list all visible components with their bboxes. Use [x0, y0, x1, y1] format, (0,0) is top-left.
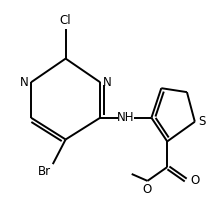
Text: O: O — [190, 174, 199, 187]
Text: S: S — [198, 115, 205, 128]
Text: N: N — [103, 76, 112, 89]
Text: Cl: Cl — [60, 14, 71, 27]
Text: Br: Br — [38, 165, 51, 178]
Text: N: N — [19, 76, 28, 89]
Text: NH: NH — [117, 111, 135, 124]
Text: O: O — [143, 183, 152, 196]
